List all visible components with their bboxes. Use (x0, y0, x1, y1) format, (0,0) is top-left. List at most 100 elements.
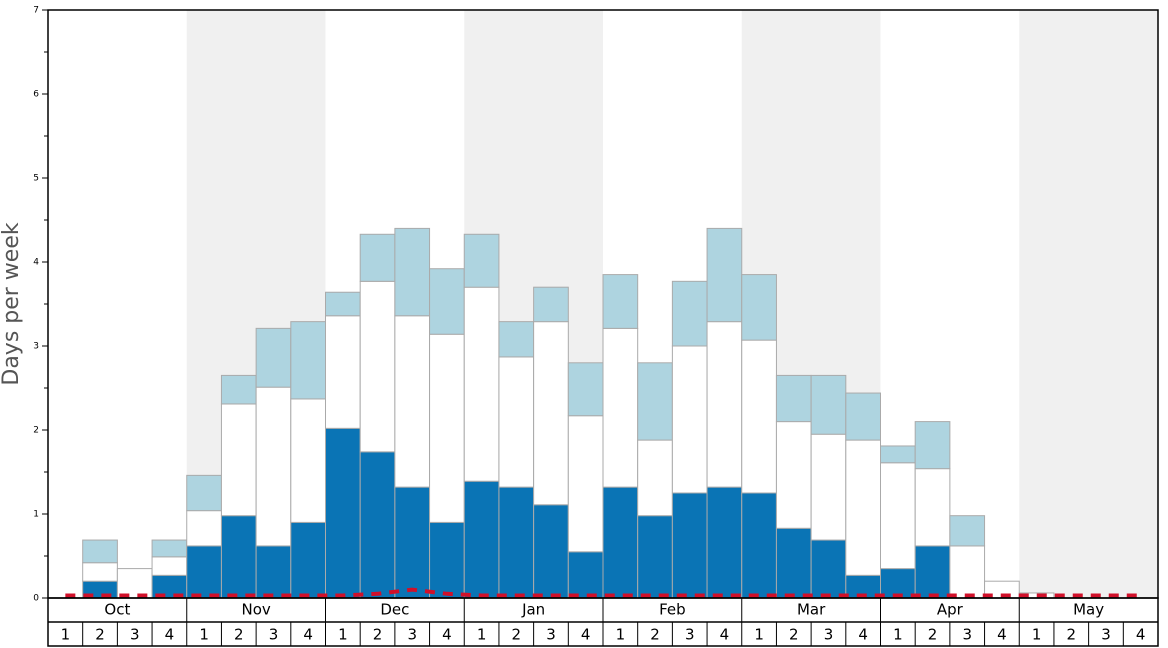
x-tick-label: 2 (1067, 626, 1077, 644)
x-tick-label: 4 (581, 626, 591, 644)
bar-segment (880, 445, 916, 464)
bar-segment (325, 291, 361, 317)
bar-segment (741, 274, 777, 341)
x-tick-label: 1 (893, 626, 903, 644)
bar-segment (741, 339, 777, 494)
x-tick-label: 1 (199, 626, 209, 644)
bar-segment (463, 480, 500, 599)
x-tick-label: 4 (1136, 626, 1146, 644)
x-tick-label: 3 (407, 626, 417, 644)
bar-segment (394, 486, 431, 599)
bar-segment (949, 515, 986, 547)
bar-segment (914, 468, 951, 547)
bar-segment (567, 362, 604, 417)
bar-segment (394, 227, 431, 317)
x-tick-label: 2 (650, 626, 660, 644)
bar-segment (498, 356, 535, 488)
month-label: Jan (521, 601, 545, 619)
x-tick-label: 3 (1101, 626, 1111, 644)
x-tick-label: 3 (130, 626, 140, 644)
bar-segment (429, 521, 465, 599)
month-label: Feb (659, 601, 686, 619)
bar-segment (810, 433, 847, 541)
bar-segment (255, 327, 292, 388)
bar-segment (151, 539, 188, 558)
bar-segment (533, 286, 569, 323)
bar-segment (498, 486, 535, 599)
bar-segment (186, 474, 222, 512)
y-tick-label: 4 (33, 258, 39, 268)
x-tick-label: 1 (338, 626, 348, 644)
bar-segment (498, 321, 535, 358)
x-tick-label: 2 (512, 626, 522, 644)
x-tick-label: 2 (373, 626, 383, 644)
y-tick-label: 5 (33, 174, 39, 184)
bar-segment (845, 392, 881, 441)
x-tick-label: 1 (754, 626, 764, 644)
bar-segment (290, 321, 326, 400)
month-label: Dec (380, 601, 409, 619)
x-tick-label: 2 (234, 626, 244, 644)
bar-segment (914, 545, 951, 599)
x-tick-label: 4 (858, 626, 868, 644)
x-tick-label: 4 (165, 626, 175, 644)
x-tick-label: 1 (61, 626, 71, 644)
bar-segment (359, 280, 396, 453)
bar-segment (706, 227, 743, 323)
y-axis-label: Days per week (0, 222, 24, 385)
x-tick-label: 3 (685, 626, 695, 644)
bar-segment (706, 486, 743, 599)
x-tick-label: 3 (962, 626, 972, 644)
x-tick-label: 4 (997, 626, 1007, 644)
bar-segment (810, 539, 847, 599)
bar-segment (775, 527, 812, 599)
bar-segment (359, 451, 396, 599)
month-shade (1019, 10, 1158, 598)
bar-segment (220, 515, 257, 599)
bar-segment (151, 556, 188, 576)
bar-segment (810, 374, 847, 435)
x-tick-label: 1 (477, 626, 487, 644)
x-tick-label: 1 (616, 626, 626, 644)
bar-segment (914, 421, 951, 470)
bar-segment (82, 562, 118, 582)
x-tick-label: 4 (442, 626, 452, 644)
bar-segment (255, 386, 292, 547)
x-tick-label: 2 (95, 626, 105, 644)
bar-segment (220, 374, 257, 405)
bar-segment (290, 398, 326, 523)
bar-segment (741, 492, 777, 599)
bar-segment (186, 545, 222, 599)
bar-segment (463, 286, 500, 482)
y-tick-label: 0 (33, 594, 39, 604)
bar-segment (567, 551, 604, 599)
bar-segment (82, 539, 118, 564)
month-label: May (1073, 601, 1104, 619)
y-tick-label: 1 (33, 510, 39, 520)
month-label: Oct (104, 601, 130, 619)
bar-segment (602, 486, 639, 599)
x-tick-label: 3 (546, 626, 556, 644)
bar-segment (325, 315, 361, 429)
bar-segment (394, 315, 431, 488)
month-label: Mar (797, 601, 826, 619)
bar-segment (255, 545, 292, 599)
bar-segment (325, 427, 361, 599)
bar-segment (602, 327, 639, 488)
bar-segment (220, 403, 257, 517)
y-tick-label: 2 (33, 426, 39, 436)
bar-segment (463, 233, 500, 288)
bar-segment (533, 321, 569, 506)
bar-segment (429, 268, 465, 335)
bar-segment (706, 321, 743, 488)
bar-segment (602, 274, 639, 329)
x-tick-label: 3 (269, 626, 279, 644)
bar-segment (671, 345, 708, 494)
bar-segment (637, 362, 673, 441)
bar-segment (880, 462, 916, 570)
x-tick-label: 3 (824, 626, 834, 644)
bar-segment (186, 510, 222, 547)
bar-segment (359, 233, 396, 282)
bar-segment (845, 439, 881, 576)
